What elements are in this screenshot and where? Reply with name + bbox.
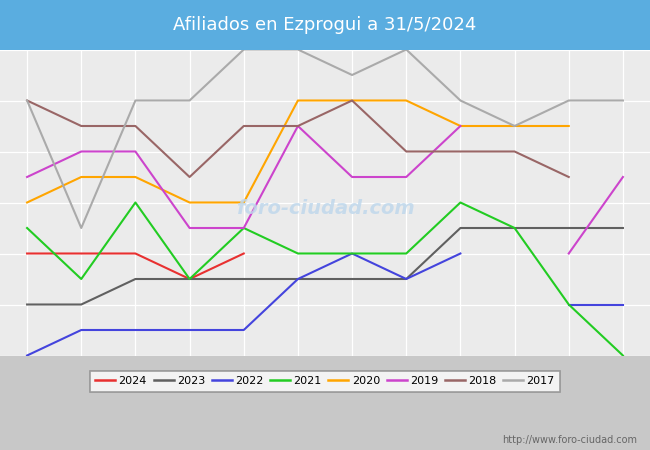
Text: http://www.foro-ciudad.com: http://www.foro-ciudad.com: [502, 435, 637, 446]
Text: Afiliados en Ezprogui a 31/5/2024: Afiliados en Ezprogui a 31/5/2024: [174, 16, 476, 34]
Text: foro-ciudad.com: foro-ciudad.com: [235, 199, 415, 218]
Legend: 2024, 2023, 2022, 2021, 2020, 2019, 2018, 2017: 2024, 2023, 2022, 2021, 2020, 2019, 2018…: [90, 370, 560, 392]
